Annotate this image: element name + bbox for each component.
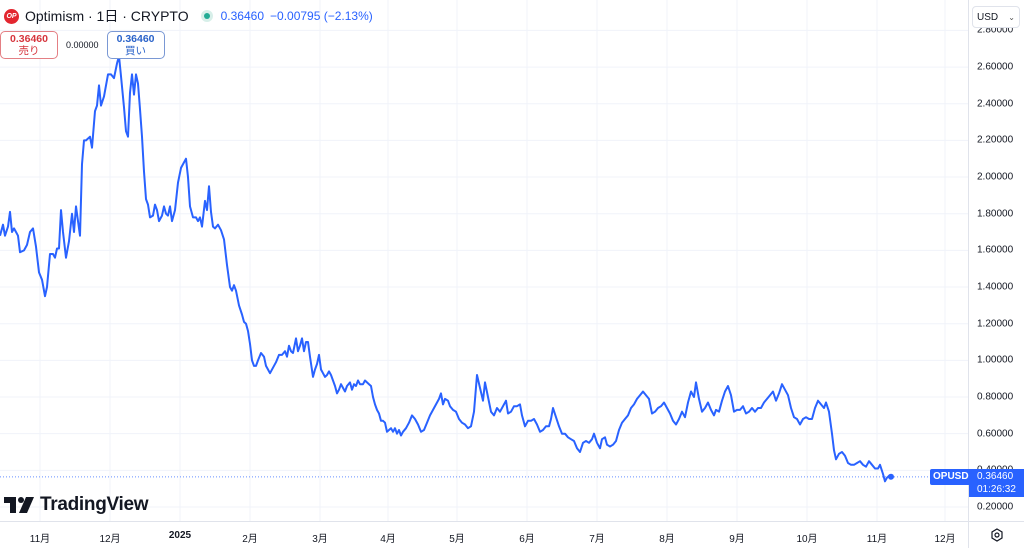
price-axis-label: 1.20000 (977, 318, 1014, 330)
price-axis-label: 2.20000 (977, 134, 1014, 146)
trade-buttons: 0.36460 売り 0.00000 0.36460 買い (0, 31, 165, 59)
price-axis-label: 1.80000 (977, 208, 1014, 220)
last-price: 0.36460 (220, 9, 265, 23)
buy-label: 買い (125, 45, 147, 57)
spread-value: 0.00000 (66, 40, 99, 50)
gear-icon (991, 528, 1003, 542)
time-axis-label: 8月 (659, 534, 675, 545)
time-axis-label: 12月 (99, 534, 121, 545)
chart-settings-button[interactable] (968, 521, 1024, 548)
tradingview-wordmark: TradingView (40, 494, 149, 515)
tradingview-watermark[interactable]: TradingView (4, 494, 149, 516)
buy-button[interactable]: 0.36460 買い (106, 31, 165, 59)
price-axis-label: 0.80000 (977, 391, 1014, 403)
chart-plot-area[interactable] (0, 0, 968, 521)
price-series-line (0, 55, 892, 483)
market-open-status-icon (200, 10, 213, 22)
time-axis[interactable]: 11月 12月 2025 2月 3月 4月 5月 6月 7月 8月 9月 10月 11月 12月 (0, 521, 968, 548)
last-price-marker-value: 0.36460 (977, 471, 1014, 482)
tradingview-logo-icon (4, 497, 34, 513)
time-axis-label: 11月 (866, 534, 888, 545)
price-axis-label: 1.40000 (977, 281, 1014, 293)
time-axis-label: 2月 (242, 534, 258, 545)
time-axis-label: 5月 (449, 534, 465, 545)
bar-countdown: 01:26:32 (977, 484, 1016, 495)
buy-price: 0.36460 (116, 33, 155, 45)
price-axis-label: 2.00000 (977, 171, 1014, 183)
sell-label: 売り (18, 45, 40, 57)
sell-price: 0.36460 (10, 33, 48, 45)
symbol-header: OP Optimism · 1日 · CRYPTO 0.36460 −0.0079… (0, 0, 373, 32)
price-axis-label: 2.80000 (977, 24, 1014, 36)
time-axis-label: 10月 (796, 534, 818, 545)
chevron-down-icon: ⌄ (1008, 12, 1015, 22)
time-axis-label: 12月 (934, 534, 956, 545)
price-axis-label: 2.40000 (977, 98, 1014, 110)
time-axis-label: 6月 (519, 534, 535, 545)
time-axis-label: 11月 (29, 534, 51, 545)
time-axis-label: 2025 (168, 530, 192, 541)
price-change: −0.00795 (−2.13%) (270, 9, 373, 23)
last-point-dot (888, 473, 894, 480)
time-axis-label: 7月 (589, 534, 605, 545)
symbol-marker-label: OPUSD (930, 469, 972, 485)
price-axis[interactable]: 2.80000 2.60000 2.40000 2.20000 2.00000 1.800… (968, 0, 1024, 521)
price-axis-label: 1.60000 (977, 244, 1014, 256)
time-axis-label: 4月 (380, 534, 396, 545)
currency-select[interactable]: USD ⌄ (972, 6, 1020, 28)
optimism-logo-icon: OP (4, 8, 19, 24)
symbol-title[interactable]: Optimism · 1日 · CRYPTO (25, 8, 189, 24)
last-price-marker: 0.36460 01:26:32 (969, 469, 1024, 497)
sell-button[interactable]: 0.36460 売り (0, 31, 58, 59)
time-axis-label: 3月 (312, 534, 328, 545)
price-axis-label: 2.60000 (977, 61, 1014, 73)
quote-values: 0.36460 −0.00795 (−2.13%) (221, 9, 373, 23)
currency-value: USD (977, 11, 999, 23)
price-axis-label: 0.20000 (977, 501, 1014, 513)
price-axis-label: 0.60000 (977, 428, 1014, 440)
price-line-chart[interactable] (0, 0, 968, 521)
price-axis-label: 1.00000 (977, 354, 1014, 366)
time-axis-label: 9月 (729, 534, 745, 545)
